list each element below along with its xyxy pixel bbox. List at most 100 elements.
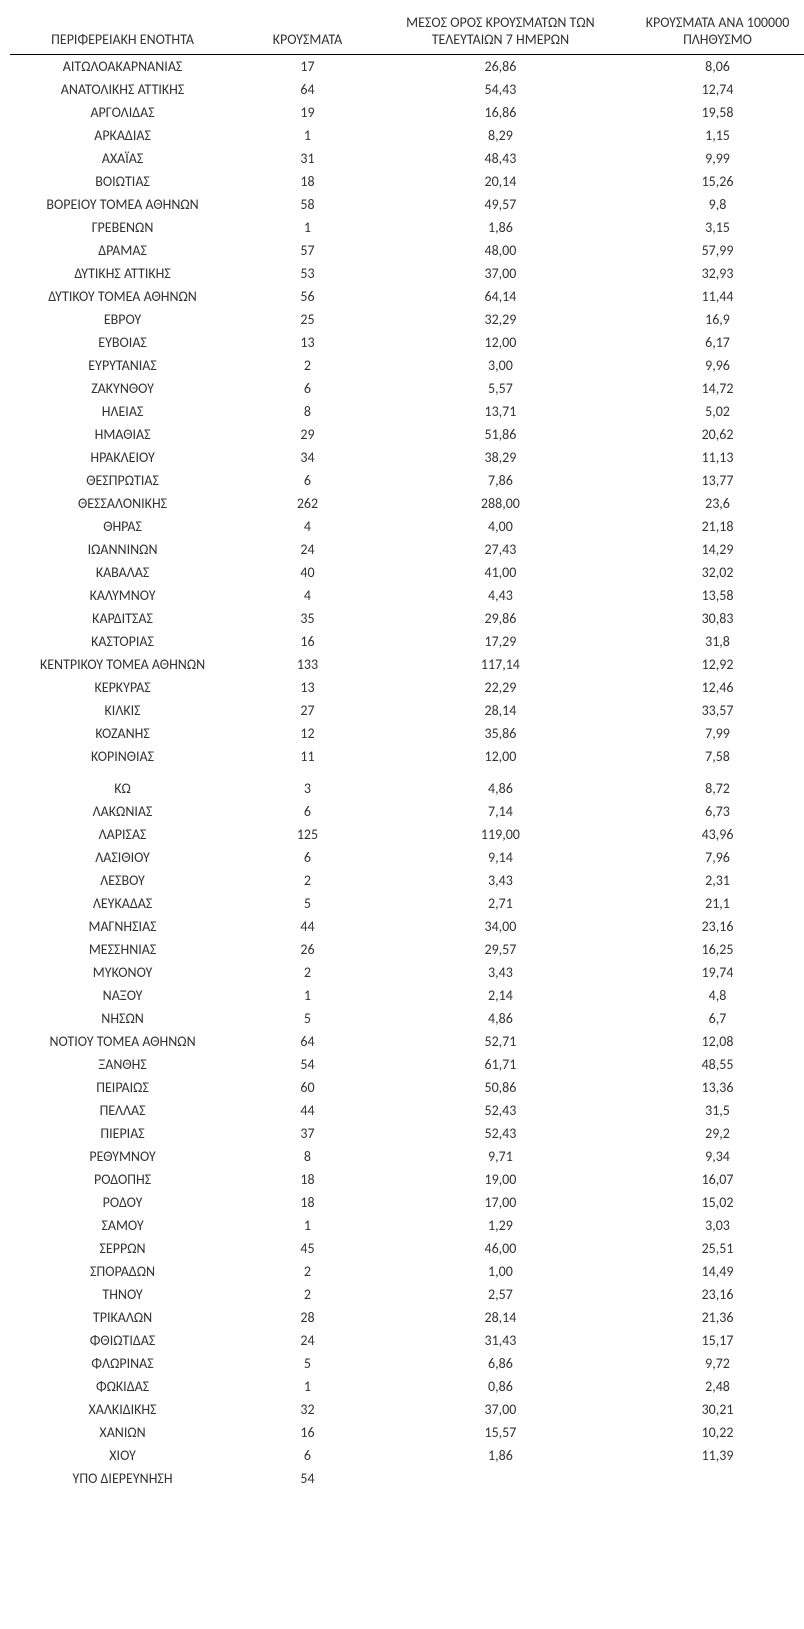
cell-per100k: 21,36 [621, 1306, 804, 1329]
table-row: ΡΟΔΟΥ1817,0015,02 [10, 1191, 804, 1214]
cell-avg7: 7,14 [380, 800, 621, 823]
cell-region: ΠΕΛΛΑΣ [10, 1099, 235, 1122]
table-row: ΜΕΣΣΗΝΙΑΣ2629,5716,25 [10, 938, 804, 961]
table-row: ΔΥΤΙΚΟΥ ΤΟΜΕΑ ΑΘΗΝΩΝ5664,1411,44 [10, 285, 804, 308]
cell-avg7 [380, 1467, 621, 1490]
cell-avg7: 28,14 [380, 1306, 621, 1329]
cell-per100k: 12,08 [621, 1030, 804, 1053]
cell-per100k: 11,39 [621, 1444, 804, 1467]
cell-per100k: 48,55 [621, 1053, 804, 1076]
cell-cases: 29 [235, 423, 380, 446]
cell-region: ΧΑΛΚΙΔΙΚΗΣ [10, 1398, 235, 1421]
cell-avg7: 5,57 [380, 377, 621, 400]
cell-region: ΑΝΑΤΟΛΙΚΗΣ ΑΤΤΙΚΗΣ [10, 78, 235, 101]
table-row: ΦΩΚΙΔΑΣ10,862,48 [10, 1375, 804, 1398]
cell-avg7: 48,43 [380, 147, 621, 170]
cell-region: ΜΥΚΟΝΟΥ [10, 961, 235, 984]
cell-region: ΥΠΟ ΔΙΕΡΕΥΝΗΣΗ [10, 1467, 235, 1490]
cell-cases: 4 [235, 515, 380, 538]
cell-per100k: 6,73 [621, 800, 804, 823]
cell-region: ΣΑΜΟΥ [10, 1214, 235, 1237]
cell-per100k: 2,31 [621, 869, 804, 892]
cell-cases: 58 [235, 193, 380, 216]
cell-region: ΤΗΝΟΥ [10, 1283, 235, 1306]
cell-region: ΔΡΑΜΑΣ [10, 239, 235, 262]
cell-per100k: 33,57 [621, 699, 804, 722]
cell-region: ΑΡΓΟΛΙΔΑΣ [10, 101, 235, 124]
cell-avg7: 31,43 [380, 1329, 621, 1352]
cell-avg7: 54,43 [380, 78, 621, 101]
cell-cases: 1 [235, 216, 380, 239]
cell-region: ΡΟΔΟΠΗΣ [10, 1168, 235, 1191]
cell-per100k: 15,17 [621, 1329, 804, 1352]
cell-per100k: 16,07 [621, 1168, 804, 1191]
cell-per100k: 32,93 [621, 262, 804, 285]
cell-per100k: 4,8 [621, 984, 804, 1007]
cell-region: ΗΜΑΘΙΑΣ [10, 423, 235, 446]
cell-avg7: 28,14 [380, 699, 621, 722]
cell-per100k: 23,16 [621, 915, 804, 938]
cell-region: ΦΩΚΙΔΑΣ [10, 1375, 235, 1398]
cell-cases: 25 [235, 308, 380, 331]
table-row: ΠΕΛΛΑΣ4452,4331,5 [10, 1099, 804, 1122]
table-row: ΙΩΑΝΝΙΝΩΝ2427,4314,29 [10, 538, 804, 561]
cell-per100k: 7,99 [621, 722, 804, 745]
cell-cases: 133 [235, 653, 380, 676]
cell-cases: 2 [235, 354, 380, 377]
cell-avg7: 7,86 [380, 469, 621, 492]
table-row: ΚΩ34,868,72 [10, 768, 804, 800]
cell-cases: 64 [235, 78, 380, 101]
cell-region: ΗΡΑΚΛΕΙΟΥ [10, 446, 235, 469]
table-row: ΡΟΔΟΠΗΣ1819,0016,07 [10, 1168, 804, 1191]
cell-region: ΛΑΡΙΣΑΣ [10, 823, 235, 846]
cell-cases: 4 [235, 584, 380, 607]
cell-avg7: 41,00 [380, 561, 621, 584]
table-row: ΛΑΚΩΝΙΑΣ67,146,73 [10, 800, 804, 823]
table-row: ΓΡΕΒΕΝΩΝ11,863,15 [10, 216, 804, 239]
cell-region: ΤΡΙΚΑΛΩΝ [10, 1306, 235, 1329]
cell-avg7: 2,14 [380, 984, 621, 1007]
cell-region: ΛΕΣΒΟΥ [10, 869, 235, 892]
cell-cases: 16 [235, 630, 380, 653]
col-header-avg7: ΜΕΣΟΣ ΟΡΟΣ ΚΡΟΥΣΜΑΤΩΝ ΤΩΝ ΤΕΛΕΥΤΑΙΩΝ 7 Η… [380, 10, 621, 55]
cell-cases: 45 [235, 1237, 380, 1260]
cell-per100k: 12,46 [621, 676, 804, 699]
cell-per100k: 1,15 [621, 124, 804, 147]
cell-avg7: 3,00 [380, 354, 621, 377]
cell-per100k: 19,74 [621, 961, 804, 984]
table-row: ΤΗΝΟΥ22,5723,16 [10, 1283, 804, 1306]
table-row: ΚΑΡΔΙΤΣΑΣ3529,8630,83 [10, 607, 804, 630]
cell-region: ΕΥΒΟΙΑΣ [10, 331, 235, 354]
table-row: ΚΟΡΙΝΘΙΑΣ1112,007,58 [10, 745, 804, 768]
col-header-per100k: ΚΡΟΥΣΜΑΤΑ ΑΝΑ 100000 ΠΛΗΘΥΣΜΟ [621, 10, 804, 55]
table-row: ΒΟΙΩΤΙΑΣ1820,1415,26 [10, 170, 804, 193]
cell-per100k: 10,22 [621, 1421, 804, 1444]
cell-per100k: 12,74 [621, 78, 804, 101]
cell-avg7: 1,29 [380, 1214, 621, 1237]
cell-cases: 54 [235, 1053, 380, 1076]
cell-region: ΚΑΛΥΜΝΟΥ [10, 584, 235, 607]
cell-cases: 262 [235, 492, 380, 515]
cell-avg7: 4,86 [380, 1007, 621, 1030]
cell-cases: 44 [235, 1099, 380, 1122]
cell-avg7: 3,43 [380, 869, 621, 892]
cell-region: ΖΑΚΥΝΘΟΥ [10, 377, 235, 400]
cell-region: ΦΘΙΩΤΙΔΑΣ [10, 1329, 235, 1352]
cell-region: ΝΗΣΩΝ [10, 1007, 235, 1030]
table-row: ΧΙΟΥ61,8611,39 [10, 1444, 804, 1467]
cell-region: ΦΛΩΡΙΝΑΣ [10, 1352, 235, 1375]
cell-avg7: 9,14 [380, 846, 621, 869]
table-row: ΚΙΛΚΙΣ2728,1433,57 [10, 699, 804, 722]
cell-avg7: 34,00 [380, 915, 621, 938]
cell-cases: 3 [235, 768, 380, 800]
cell-region: ΠΕΙΡΑΙΩΣ [10, 1076, 235, 1099]
cell-per100k: 23,6 [621, 492, 804, 515]
cell-cases: 27 [235, 699, 380, 722]
table-row: ΧΑΝΙΩΝ1615,5710,22 [10, 1421, 804, 1444]
cell-cases: 35 [235, 607, 380, 630]
cell-cases: 1 [235, 1375, 380, 1398]
cell-per100k: 31,8 [621, 630, 804, 653]
table-row: ΛΕΣΒΟΥ23,432,31 [10, 869, 804, 892]
cell-cases: 5 [235, 892, 380, 915]
table-row: ΝΗΣΩΝ54,866,7 [10, 1007, 804, 1030]
